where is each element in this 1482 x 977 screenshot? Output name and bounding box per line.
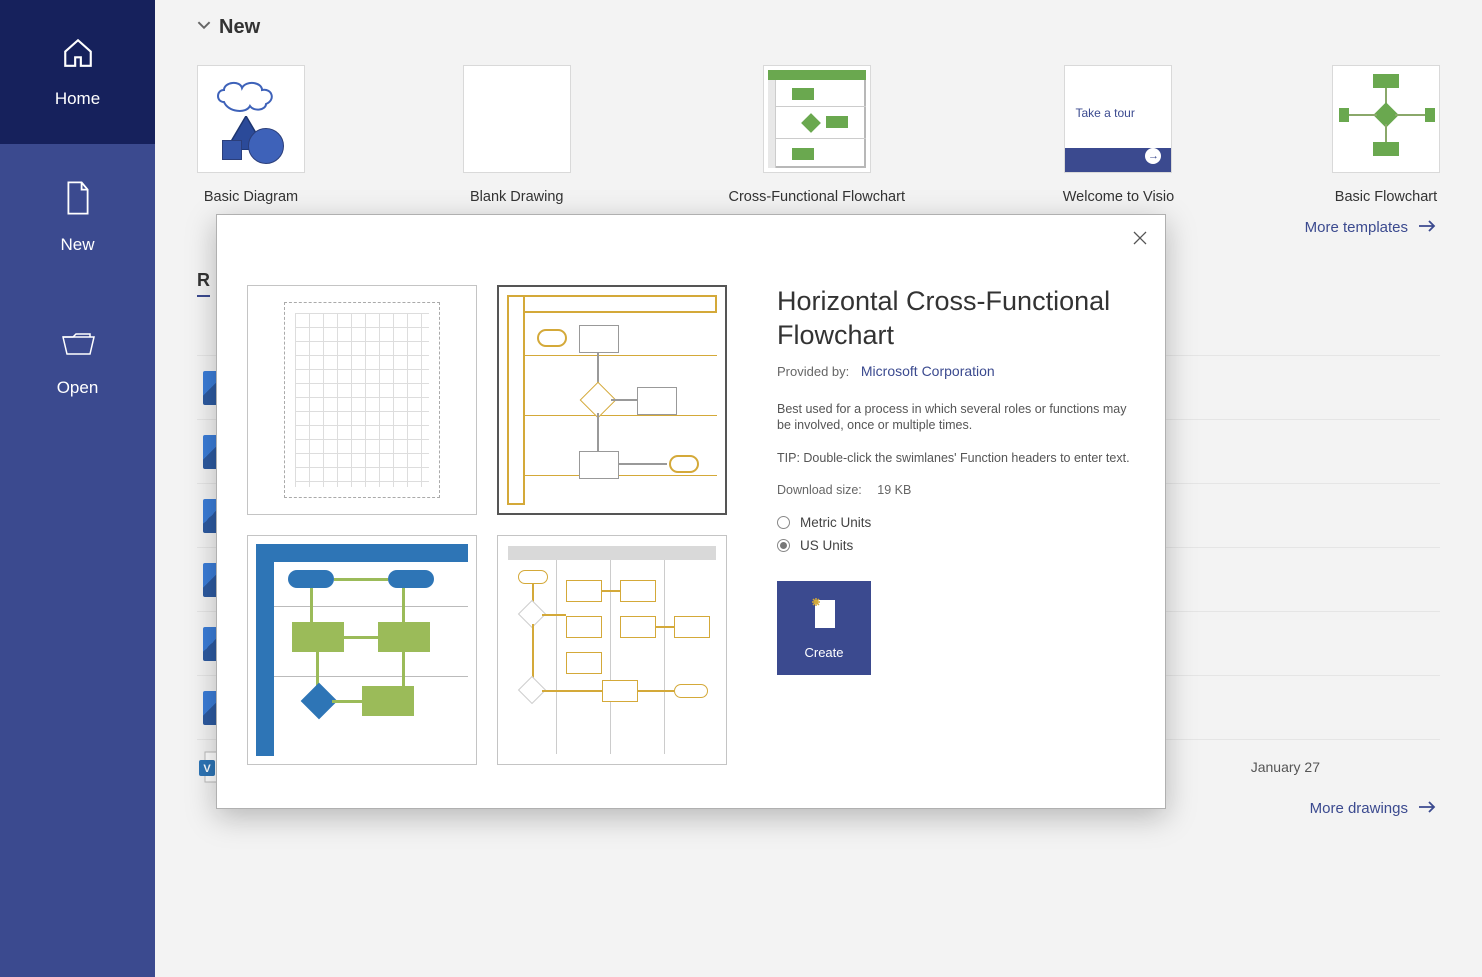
radio-icon xyxy=(777,516,790,529)
download-label: Download size: xyxy=(777,483,862,497)
template-basic-flowchart[interactable]: Basic Flowchart xyxy=(1332,65,1440,205)
template-detail-dialog: Horizontal Cross-Functional Flowchart Pr… xyxy=(216,214,1166,809)
description-1: Best used for a process in which several… xyxy=(777,401,1135,435)
radio-metric-units[interactable]: Metric Units xyxy=(777,515,1135,530)
chevron-down-icon xyxy=(197,18,211,37)
variant-grid xyxy=(247,285,727,765)
radio-us-units[interactable]: US Units xyxy=(777,538,1135,553)
close-icon xyxy=(1133,231,1147,250)
section-header[interactable]: New xyxy=(197,16,1440,39)
template-name: Basic Flowchart xyxy=(1335,189,1437,205)
provided-by: Provided by: Microsoft Corporation xyxy=(777,363,1135,379)
create-file-icon xyxy=(809,596,839,637)
new-file-icon xyxy=(63,180,93,221)
sidebar-item-home[interactable]: Home xyxy=(0,0,155,144)
provider-name: Microsoft Corporation xyxy=(861,363,995,379)
arrow-right-icon xyxy=(1418,800,1436,817)
more-drawings-label: More drawings xyxy=(1310,800,1408,817)
sidebar-item-label: Home xyxy=(55,89,100,109)
close-button[interactable] xyxy=(1123,223,1157,257)
download-value: 19 KB xyxy=(877,483,911,497)
svg-text:V: V xyxy=(203,763,211,775)
provided-label: Provided by: xyxy=(777,364,849,379)
template-thumb xyxy=(1332,65,1440,173)
template-thumb: Take a tour → xyxy=(1064,65,1172,173)
sidebar-item-label: Open xyxy=(57,378,99,398)
template-basic-diagram[interactable]: Basic Diagram xyxy=(197,65,305,205)
sidebar-item-open[interactable]: Open xyxy=(0,290,155,436)
radio-icon xyxy=(777,539,790,552)
home-icon xyxy=(61,36,95,75)
template-name: Welcome to Visio xyxy=(1063,189,1174,205)
file-date: January 27 xyxy=(1251,759,1440,775)
template-name: Basic Diagram xyxy=(204,189,298,205)
template-cross-functional[interactable]: Cross-Functional Flowchart xyxy=(729,65,905,205)
variant-option-2[interactable] xyxy=(497,285,727,515)
detail-pane: Horizontal Cross-Functional Flowchart Pr… xyxy=(777,285,1135,765)
template-welcome-visio[interactable]: Take a tour → Welcome to Visio xyxy=(1063,65,1174,205)
radio-label: Metric Units xyxy=(800,515,871,530)
sidebar-item-label: New xyxy=(60,235,94,255)
variant-option-1[interactable] xyxy=(247,285,477,515)
create-label: Create xyxy=(804,645,843,660)
variant-option-4[interactable] xyxy=(497,535,727,765)
sidebar: Home New Open xyxy=(0,0,155,977)
recent-tab-stub: R xyxy=(197,270,210,297)
template-name: Cross-Functional Flowchart xyxy=(729,189,905,205)
template-row: Basic Diagram Blank Drawing Cross-Functi… xyxy=(197,65,1440,205)
template-blank-drawing[interactable]: Blank Drawing xyxy=(463,65,571,205)
download-size: Download size: 19 KB xyxy=(777,483,1135,497)
variant-option-3[interactable] xyxy=(247,535,477,765)
more-templates-label: More templates xyxy=(1305,219,1408,236)
template-thumb xyxy=(463,65,571,173)
sidebar-item-new[interactable]: New xyxy=(0,144,155,290)
template-thumb xyxy=(197,65,305,173)
open-folder-icon xyxy=(60,329,96,364)
detail-title: Horizontal Cross-Functional Flowchart xyxy=(777,285,1135,353)
section-title: New xyxy=(219,16,260,39)
radio-label: US Units xyxy=(800,538,853,553)
description-2: TIP: Double-click the swimlanes' Functio… xyxy=(777,450,1135,467)
take-tour-label: Take a tour xyxy=(1075,106,1134,120)
template-thumb xyxy=(763,65,871,173)
template-name: Blank Drawing xyxy=(470,189,564,205)
arrow-right-icon xyxy=(1418,219,1436,236)
create-button[interactable]: Create xyxy=(777,581,871,675)
